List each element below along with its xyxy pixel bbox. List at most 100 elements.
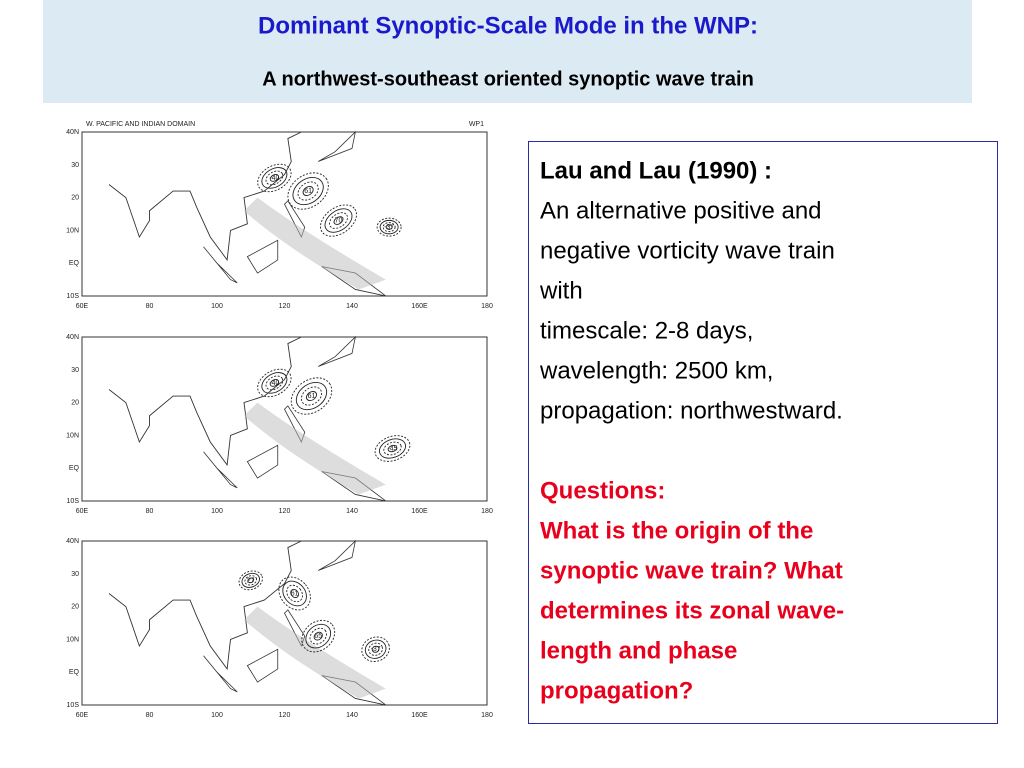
contour (361, 636, 390, 662)
lat-label: 10S (67, 702, 80, 709)
lon-label: 80 (146, 303, 154, 310)
contour (261, 167, 288, 189)
shading (244, 606, 386, 699)
contour (269, 379, 280, 387)
contour (257, 163, 292, 193)
text-content: Lau and Lau (1990) : An alternative posit… (539, 157, 844, 704)
lon-label: 160E (411, 303, 428, 310)
contour (302, 186, 314, 197)
lat-label: 20 (71, 195, 79, 202)
figure: W. PACIFIC AND INDIAN DOMAIN WP1 40N 30 20 10… (66, 121, 493, 719)
contour (300, 386, 323, 406)
contour-label: 61 (304, 188, 312, 195)
map-frame (81, 131, 488, 297)
contour (287, 172, 329, 210)
contour-label: -37 (384, 224, 394, 231)
contour (301, 619, 336, 653)
contour (368, 642, 383, 656)
lon-label: 160E (411, 712, 428, 719)
lon-label: 120 (279, 508, 291, 515)
contour (305, 623, 332, 649)
island (246, 648, 279, 683)
lon-label: 140 (346, 508, 358, 515)
lon-label: 140 (346, 712, 358, 719)
lat-label: 10S (67, 293, 80, 300)
contour (295, 381, 328, 411)
contour (387, 444, 398, 453)
contour (297, 181, 319, 201)
contour (378, 438, 407, 459)
contour (238, 570, 263, 591)
question-line: length and phase (540, 637, 737, 664)
lat-label: EQ (69, 669, 80, 676)
lon-label: 120 (279, 712, 291, 719)
contour (241, 572, 260, 588)
question-line: What is the origin of the (540, 517, 813, 544)
map-caption: W. PACIFIC AND INDIAN DOMAIN (86, 121, 195, 128)
contour (261, 372, 288, 394)
contour-label: -40 (269, 380, 279, 387)
lon-label: 100 (211, 508, 223, 515)
contour (305, 391, 318, 402)
lat-label: 40N (66, 129, 79, 136)
lon-label: 160E (411, 508, 428, 515)
contour (286, 584, 303, 603)
contour (376, 217, 402, 237)
lon-label: 100 (211, 712, 223, 719)
lon-label: 80 (146, 712, 154, 719)
text-line: with (539, 277, 583, 304)
contour (282, 580, 307, 607)
contour (309, 627, 327, 645)
contour (383, 441, 402, 456)
lon-label: 60E (76, 508, 89, 515)
lon-label: 100 (211, 303, 223, 310)
text-line: An alternative positive and (540, 197, 822, 224)
map-frame (81, 540, 488, 706)
contour (244, 575, 258, 586)
contour (247, 577, 255, 584)
lon-label: 60E (76, 712, 89, 719)
contour (292, 176, 324, 206)
text-box (528, 141, 998, 724)
text-line: wavelength: 2500 km, (539, 357, 773, 384)
contour-label: 70 (335, 218, 343, 225)
contour-label: 65 (314, 633, 322, 640)
lat-label: 30 (71, 162, 79, 169)
contour (290, 377, 333, 415)
map-frame (81, 336, 488, 502)
lat-label: 30 (71, 571, 79, 578)
coastline (108, 540, 302, 671)
slide-subtitle: A northwest-southeast oriented synoptic … (262, 68, 754, 90)
lon-label: 60E (76, 303, 89, 310)
contour-label: 27 (247, 577, 255, 584)
lon-label: 180 (481, 712, 493, 719)
contour-label: -45 (387, 446, 397, 453)
contour (324, 208, 353, 233)
contour (333, 216, 344, 225)
contour-label: -40 (269, 175, 279, 182)
header-band (43, 0, 972, 103)
island (318, 539, 357, 571)
contour (382, 222, 396, 233)
lat-label: EQ (69, 465, 80, 472)
lat-label: 10S (67, 498, 80, 505)
contour (278, 576, 311, 611)
lat-label: EQ (69, 260, 80, 267)
contour (379, 219, 399, 235)
contour (385, 224, 393, 230)
contour (265, 170, 284, 186)
coastline (108, 336, 302, 467)
lat-label: 30 (71, 367, 79, 374)
lon-label: 120 (279, 303, 291, 310)
shading (244, 197, 386, 290)
lat-label: 10N (66, 432, 79, 439)
lon-label: 80 (146, 508, 154, 515)
lat-label: 10N (66, 636, 79, 643)
lon-label: 180 (481, 303, 493, 310)
island (318, 130, 357, 162)
contour (371, 645, 380, 653)
contour (257, 368, 292, 398)
text-line: negative vorticity wave train (540, 237, 835, 264)
contour (313, 631, 323, 641)
